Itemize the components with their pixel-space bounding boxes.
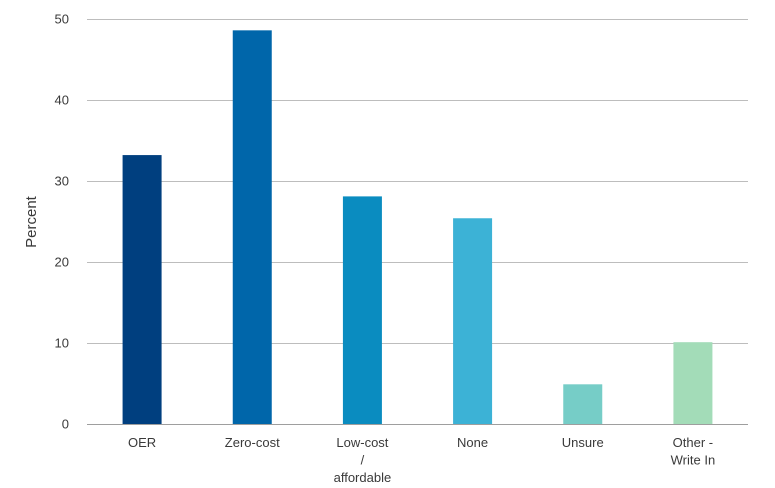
y-tick-label: 40	[55, 93, 69, 108]
bar	[453, 218, 493, 424]
y-tick-label: 30	[55, 174, 69, 189]
gridlines	[87, 19, 748, 425]
y-axis-title: Percent	[23, 195, 40, 248]
y-axis-ticks: 0 10 20 30 40 50	[55, 12, 69, 432]
y-tick-label: 50	[55, 12, 69, 27]
bar	[563, 384, 603, 424]
x-tick-label: None	[457, 435, 488, 450]
bar	[232, 30, 272, 425]
bar	[122, 155, 162, 424]
y-tick-label: 0	[62, 417, 69, 432]
x-tick-label: Low-cost / affordable	[334, 435, 392, 485]
x-tick-label: OER	[128, 435, 156, 450]
x-tick-label: Unsure	[562, 435, 604, 450]
bars	[122, 30, 713, 425]
bar	[673, 342, 713, 424]
x-axis-ticks: OER Zero-cost Low-cost / affordable None Unsur…	[128, 435, 715, 485]
y-tick-label: 10	[55, 336, 69, 351]
y-tick-label: 20	[55, 255, 69, 270]
x-tick-label: Other -Write In	[671, 435, 716, 468]
bar	[342, 196, 382, 424]
x-tick-label: Zero-cost	[225, 435, 280, 450]
